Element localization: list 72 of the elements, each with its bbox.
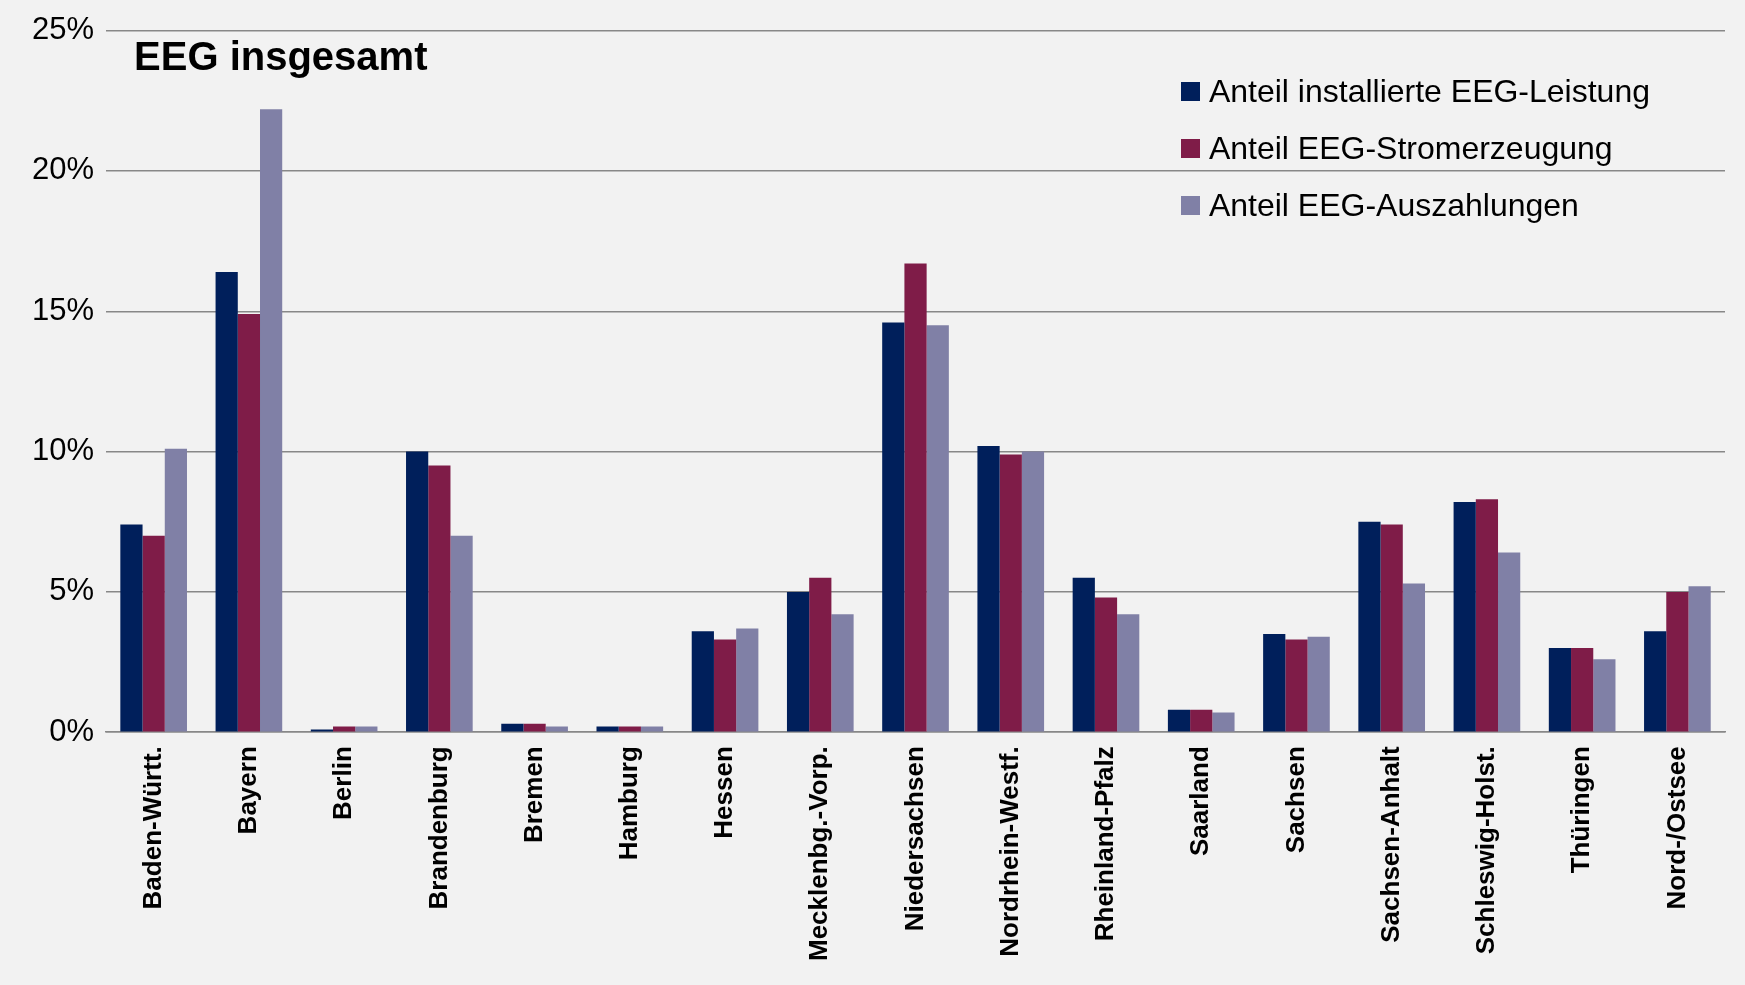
x-tick-label: Hamburg [613, 746, 643, 861]
y-tick-label: 25% [32, 11, 95, 47]
bar [904, 263, 927, 732]
legend-label: Anteil EEG-Stromerzeugung [1208, 129, 1613, 168]
bar [713, 639, 737, 732]
x-tick-label: Nordrhein-Westf. [993, 746, 1024, 957]
y-tick-label: 15% [32, 291, 95, 327]
bar [1307, 636, 1330, 732]
bar [1285, 639, 1308, 732]
x-tick-label: Bremen [517, 746, 548, 844]
bar [1263, 634, 1286, 732]
bar [1190, 709, 1213, 732]
bar [1212, 712, 1235, 732]
bar [1167, 709, 1191, 732]
bar [310, 729, 334, 732]
x-tick-label: Nord-/Ostsee [1660, 746, 1691, 910]
bar [1094, 597, 1118, 732]
bar [1548, 648, 1572, 732]
bar [1475, 499, 1499, 732]
x-tick-label: Thüringen [1565, 746, 1596, 874]
bar [1021, 451, 1045, 732]
bar [1402, 583, 1426, 732]
bar [999, 454, 1022, 732]
bar [406, 451, 429, 732]
x-tick-label: Schleswig-Holst. [1470, 746, 1501, 955]
bar [1571, 648, 1594, 732]
bar [164, 448, 187, 732]
x-tick-label: Saarland [1184, 746, 1215, 857]
bar [1688, 586, 1711, 732]
bar [1380, 524, 1403, 732]
x-tick-label: Sachsen [1279, 746, 1310, 854]
y-tick-label: 20% [32, 151, 95, 187]
bar [1666, 591, 1689, 732]
legend-label: Anteil EEG-Auszahlungen [1208, 186, 1579, 225]
bar [501, 723, 524, 732]
bar [977, 445, 1000, 732]
bar [120, 524, 143, 732]
bar [523, 723, 546, 732]
bar [786, 591, 810, 732]
bar [736, 628, 759, 732]
bar [882, 322, 905, 732]
bar [260, 109, 283, 732]
x-tick-label: Rheinland-Pfalz [1089, 746, 1120, 942]
x-tick-label: Bayern [232, 746, 263, 835]
bar [1072, 577, 1095, 732]
x-tick-label: Brandenburg [422, 746, 453, 910]
bar [809, 577, 832, 732]
bar [831, 614, 854, 732]
x-tick-label: Sachsen-Anhalt [1374, 745, 1405, 943]
bar [1644, 631, 1667, 732]
x-tick-label: Niedersachsen [898, 746, 929, 932]
bar [1453, 502, 1476, 732]
bar [926, 325, 949, 732]
y-tick-label: 5% [49, 572, 95, 608]
bar [691, 631, 714, 732]
bar [1498, 552, 1521, 732]
x-tick-label: Berlin [327, 746, 358, 820]
bar [142, 535, 165, 732]
y-tick-label: 0% [49, 712, 95, 748]
bar [428, 465, 451, 732]
bar [1117, 614, 1140, 732]
bar [1358, 521, 1381, 732]
bar [215, 271, 238, 732]
bar [1593, 659, 1616, 732]
y-tick-label: 10% [32, 432, 95, 468]
bar [450, 535, 473, 732]
x-tick-label: Hessen [708, 746, 739, 839]
x-tick-label: Mecklenbg.-Vorp. [803, 746, 834, 962]
legend-label: Anteil installierte EEG-Leistung [1208, 72, 1650, 111]
chart-title: EEG insgesamt [134, 33, 428, 78]
x-tick-label: Baden-Württ. [136, 746, 167, 910]
bar [237, 314, 261, 732]
